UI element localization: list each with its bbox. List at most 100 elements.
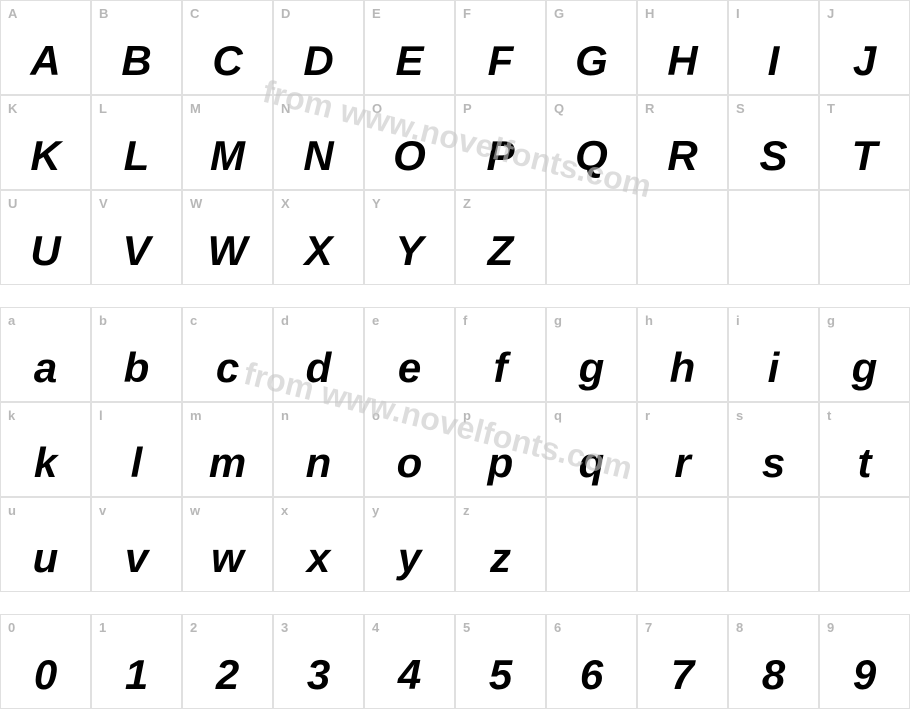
glyph-cell[interactable]: ee	[364, 307, 455, 402]
glyph-preview: m	[209, 442, 246, 484]
glyph-label: z	[463, 503, 470, 518]
glyph-cell[interactable]: JJ	[819, 0, 910, 95]
glyph-cell[interactable]: 88	[728, 614, 819, 709]
glyph-label: s	[736, 408, 743, 423]
glyph-cell[interactable]: RR	[637, 95, 728, 190]
glyph-cell[interactable]: PP	[455, 95, 546, 190]
glyph-cell[interactable]: GG	[546, 0, 637, 95]
glyph-cell[interactable]: ZZ	[455, 190, 546, 285]
glyph-cell[interactable]: 11	[91, 614, 182, 709]
glyph-cell[interactable]: LL	[91, 95, 182, 190]
glyph-cell[interactable]: nn	[273, 402, 364, 497]
glyph-cell[interactable]: QQ	[546, 95, 637, 190]
glyph-cell[interactable]: HH	[637, 0, 728, 95]
glyph-preview: C	[212, 40, 242, 82]
glyph-preview: x	[307, 537, 330, 579]
glyph-label: Y	[372, 196, 381, 211]
glyph-cell[interactable]: DD	[273, 0, 364, 95]
glyph-cell[interactable]: ll	[91, 402, 182, 497]
glyph-label: r	[645, 408, 650, 423]
glyph-cell[interactable]: ff	[455, 307, 546, 402]
glyph-preview: X	[304, 230, 332, 272]
glyph-cell[interactable]: zz	[455, 497, 546, 592]
glyph-cell[interactable]: oo	[364, 402, 455, 497]
glyph-cell[interactable]: 55	[455, 614, 546, 709]
glyph-cell[interactable]: SS	[728, 95, 819, 190]
glyph-preview: u	[33, 537, 59, 579]
glyph-cell[interactable]: CC	[182, 0, 273, 95]
glyph-cell[interactable]: yy	[364, 497, 455, 592]
glyph-preview: I	[768, 40, 780, 82]
glyph-label: Z	[463, 196, 471, 211]
glyph-cell[interactable]: mm	[182, 402, 273, 497]
glyph-preview: O	[393, 135, 426, 177]
glyph-cell[interactable]: TT	[819, 95, 910, 190]
glyph-label: 6	[554, 620, 561, 635]
glyph-cell[interactable]: VV	[91, 190, 182, 285]
glyph-cell[interactable]: pp	[455, 402, 546, 497]
glyph-preview: Q	[575, 135, 608, 177]
glyph-label: 5	[463, 620, 470, 635]
row-spacer	[0, 592, 910, 614]
glyph-cell[interactable]: tt	[819, 402, 910, 497]
glyph-label: X	[281, 196, 290, 211]
glyph-cell[interactable]: UU	[0, 190, 91, 285]
glyph-cell[interactable]: gg	[819, 307, 910, 402]
glyph-cell[interactable]: gg	[546, 307, 637, 402]
glyph-cell[interactable]: ww	[182, 497, 273, 592]
glyph-cell[interactable]: 00	[0, 614, 91, 709]
glyph-label: 4	[372, 620, 379, 635]
glyph-label: 7	[645, 620, 652, 635]
glyph-cell[interactable]: kk	[0, 402, 91, 497]
glyph-label: E	[372, 6, 381, 21]
glyph-preview: k	[34, 442, 57, 484]
glyph-cell[interactable]: 77	[637, 614, 728, 709]
glyph-cell[interactable]: ss	[728, 402, 819, 497]
glyph-label: g	[827, 313, 835, 328]
glyph-cell[interactable]: MM	[182, 95, 273, 190]
glyph-label: S	[736, 101, 745, 116]
glyph-cell[interactable]: 99	[819, 614, 910, 709]
glyph-label: g	[554, 313, 562, 328]
glyph-cell[interactable]: 22	[182, 614, 273, 709]
glyph-row: AABBCCDDEEFFGGHHIIJJ	[0, 0, 910, 95]
glyph-cell[interactable]: qq	[546, 402, 637, 497]
glyph-cell[interactable]: OO	[364, 95, 455, 190]
glyph-preview: e	[398, 347, 421, 389]
glyph-cell[interactable]: WW	[182, 190, 273, 285]
glyph-preview: y	[398, 537, 421, 579]
glyph-preview: F	[488, 40, 514, 82]
glyph-cell[interactable]: uu	[0, 497, 91, 592]
glyph-cell[interactable]: hh	[637, 307, 728, 402]
glyph-cell[interactable]: xx	[273, 497, 364, 592]
glyph-cell[interactable]: 66	[546, 614, 637, 709]
glyph-label: c	[190, 313, 197, 328]
glyph-cell[interactable]: FF	[455, 0, 546, 95]
glyph-label: F	[463, 6, 471, 21]
glyph-preview: 3	[307, 654, 330, 696]
glyph-cell[interactable]: dd	[273, 307, 364, 402]
glyph-cell[interactable]: rr	[637, 402, 728, 497]
glyph-cell[interactable]: aa	[0, 307, 91, 402]
glyph-cell[interactable]: ii	[728, 307, 819, 402]
glyph-cell[interactable]: YY	[364, 190, 455, 285]
glyph-cell[interactable]: NN	[273, 95, 364, 190]
glyph-cell[interactable]: 33	[273, 614, 364, 709]
glyph-cell[interactable]: XX	[273, 190, 364, 285]
glyph-row: uuvvwwxxyyzz	[0, 497, 910, 592]
glyph-preview: P	[486, 135, 514, 177]
glyph-cell[interactable]: 44	[364, 614, 455, 709]
glyph-row: 00112233445566778899	[0, 614, 910, 709]
glyph-cell[interactable]: cc	[182, 307, 273, 402]
glyph-preview: T	[852, 135, 878, 177]
glyph-cell[interactable]: II	[728, 0, 819, 95]
glyph-label: 9	[827, 620, 834, 635]
glyph-label: N	[281, 101, 290, 116]
glyph-cell[interactable]: AA	[0, 0, 91, 95]
glyph-cell[interactable]: vv	[91, 497, 182, 592]
glyph-cell[interactable]: KK	[0, 95, 91, 190]
glyph-cell[interactable]: EE	[364, 0, 455, 95]
glyph-cell[interactable]: bb	[91, 307, 182, 402]
glyph-label: i	[736, 313, 740, 328]
glyph-cell[interactable]: BB	[91, 0, 182, 95]
